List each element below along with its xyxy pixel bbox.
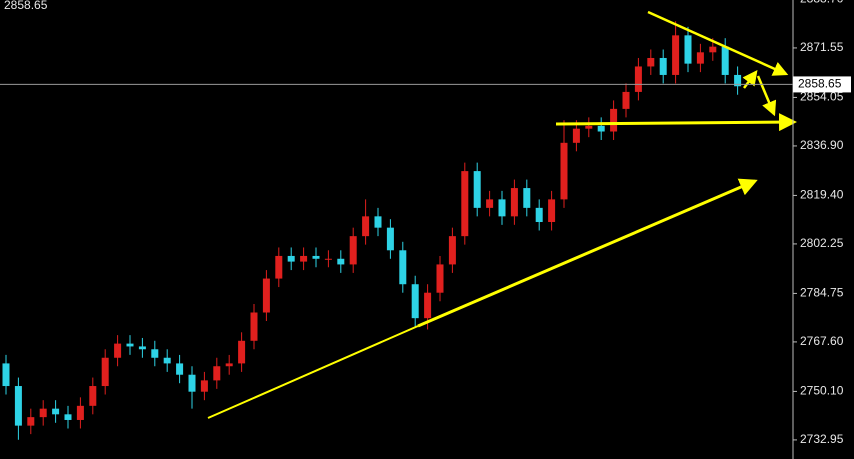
candle-body	[262, 278, 270, 313]
candle-body	[709, 46, 717, 53]
candle-body	[548, 199, 556, 223]
candle-body	[411, 284, 419, 319]
candle-body	[374, 216, 382, 228]
header-price: 2858.65	[4, 0, 48, 12]
candle-body	[684, 35, 692, 64]
candle-body	[275, 255, 283, 279]
y-tick-label: 2836.90	[800, 138, 844, 152]
candle-body	[672, 35, 680, 75]
candle-body	[622, 91, 630, 109]
candle-body	[696, 52, 704, 64]
candle-body	[634, 66, 642, 92]
candle-body	[89, 386, 97, 406]
candle-body	[337, 258, 345, 265]
y-tick-label: 2802.25	[800, 236, 844, 250]
candle-body	[436, 264, 444, 293]
candle-body	[64, 414, 72, 420]
y-tick-label: 2767.60	[800, 334, 844, 348]
candle-body	[126, 343, 134, 347]
candle-body	[510, 188, 518, 217]
current-price-label: 2858.65	[798, 77, 842, 91]
y-tick-label: 2888.70	[800, 0, 844, 6]
candle-body	[461, 171, 469, 237]
resistance-arrow	[647, 10, 789, 76]
candle-body	[312, 255, 320, 259]
y-tick-label: 2871.55	[800, 40, 844, 54]
candle-body	[163, 357, 171, 364]
down-arrow	[756, 75, 777, 117]
candle-body	[287, 255, 295, 262]
candle-body	[399, 250, 407, 285]
support-line	[207, 325, 419, 419]
candles	[2, 21, 742, 440]
candle-body	[138, 346, 146, 350]
candle-body	[200, 380, 208, 392]
candle-body	[585, 125, 593, 129]
candle-body	[734, 74, 742, 87]
candle-body	[362, 216, 370, 237]
candle-body	[597, 125, 605, 132]
candle-body	[213, 366, 221, 381]
candle-body	[349, 236, 357, 265]
candle-body	[560, 142, 568, 200]
candle-body	[76, 405, 84, 420]
candle-body	[610, 108, 618, 132]
candle-body	[498, 199, 506, 217]
y-tick-label: 2854.05	[800, 90, 844, 104]
candle-body	[572, 128, 580, 143]
trend-arrow	[417, 178, 758, 328]
candle-body	[486, 199, 494, 208]
candle-body	[151, 349, 159, 358]
candle-body	[448, 236, 456, 265]
horizontal-arrow	[555, 113, 797, 132]
y-tick-label: 2784.75	[800, 286, 844, 300]
candle-body	[101, 357, 109, 387]
candle-body	[14, 386, 22, 426]
up-arrow	[742, 70, 758, 89]
candle-body	[473, 171, 481, 208]
candle-body	[2, 363, 10, 387]
candle-body	[721, 46, 729, 75]
candle-body	[188, 374, 196, 392]
candle-body	[424, 292, 432, 319]
candle-body	[176, 363, 184, 375]
y-tick-label: 2732.95	[800, 432, 844, 446]
candle-body	[386, 227, 394, 251]
candle-body	[250, 312, 258, 341]
candle-body	[647, 57, 655, 67]
candle-body	[225, 363, 233, 367]
candle-body	[535, 207, 543, 223]
candle-body	[52, 408, 60, 415]
y-tick-label: 2750.10	[800, 384, 844, 398]
candle-body	[27, 417, 35, 426]
candle-body	[523, 188, 531, 208]
current-price-box	[793, 76, 851, 93]
candle-body	[324, 258, 332, 260]
candle-body	[39, 408, 47, 418]
y-tick-label: 2819.40	[800, 188, 844, 202]
annotations	[207, 10, 797, 419]
candle-body	[114, 343, 122, 358]
candle-body	[659, 57, 667, 75]
candle-body	[300, 255, 308, 262]
candle-body	[238, 340, 246, 364]
